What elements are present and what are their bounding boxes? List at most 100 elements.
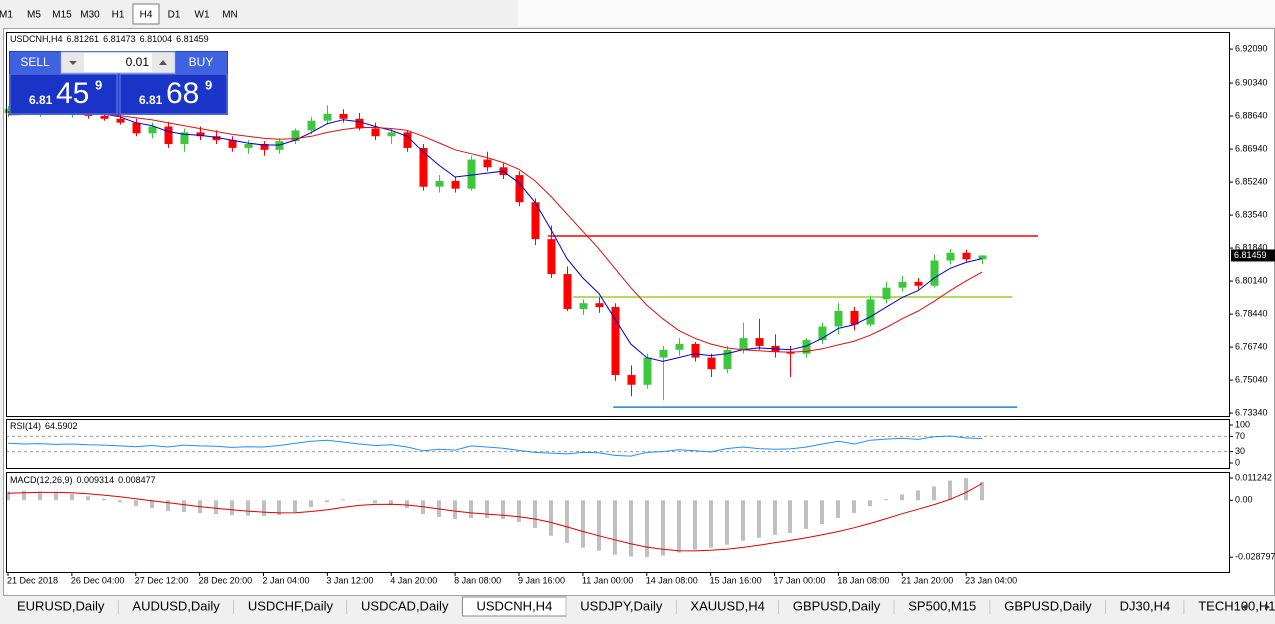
chart-tab[interactable]: USDCHF,Daily [234, 597, 347, 616]
tab-label[interactable]: XAUUSD,H4 [690, 598, 764, 613]
macd-bar [629, 500, 633, 556]
x-tick-label: 11 Jan 00:00 [582, 575, 633, 585]
candle-body [963, 253, 971, 260]
tab-label[interactable]: GBPUSD,Daily [1004, 598, 1092, 613]
button-label[interactable]: M30 [80, 10, 100, 21]
candle-body [229, 140, 237, 148]
macd-bar [517, 500, 521, 522]
tab-label[interactable]: USDCAD,Daily [361, 598, 449, 613]
macd-bar [948, 480, 952, 500]
candle-body [165, 127, 173, 144]
chart-tab[interactable]: AUDUSD,Daily [118, 597, 233, 616]
button-label[interactable]: H4 [140, 10, 153, 21]
macd-bar [325, 500, 329, 502]
button-label[interactable]: H1 [112, 10, 125, 21]
macd-bar [405, 500, 409, 508]
y-tick-label: 30 [1235, 446, 1245, 456]
tab-label[interactable]: AUDUSD,Daily [132, 598, 220, 613]
chart-tab[interactable]: GBPUSD,Daily [779, 597, 894, 616]
candle-body [596, 303, 604, 307]
button-label[interactable]: D1 [168, 10, 181, 21]
chart-tab[interactable]: EURUSD,Daily [3, 597, 118, 616]
timeframe-button[interactable]: H1 [105, 4, 131, 24]
timeframe-button[interactable]: H4 [133, 4, 159, 24]
chart-tab[interactable]: USDJPY,Daily [566, 597, 676, 616]
y-tick-label: 6.78440 [1235, 308, 1268, 318]
y-tick-label: 6.86940 [1235, 143, 1268, 153]
candle-body [947, 253, 955, 261]
open: 6.81261 [67, 34, 100, 44]
tab-label[interactable]: TECH100,H1 [1198, 598, 1275, 613]
x-tick-label: 8 Jan 08:00 [454, 575, 501, 585]
macd-bar [341, 499, 345, 500]
macd-bar [868, 500, 872, 506]
tab-label[interactable]: USDCHF,Daily [248, 598, 334, 613]
macd-value: 0.009314 [77, 475, 115, 485]
candle-body [660, 350, 668, 358]
sell-label[interactable]: SELL [20, 55, 50, 69]
chart-tab[interactable]: GBPUSD,Daily [990, 597, 1105, 616]
timeframe-button[interactable]: M15 [49, 4, 75, 24]
x-tick-label: 26 Dec 04:00 [71, 575, 125, 585]
x-tick-label: 15 Jan 16:00 [710, 575, 762, 585]
chart-tab[interactable]: DJ30,H4 [1106, 597, 1185, 616]
candle-body [644, 358, 652, 385]
timeframe-button[interactable]: M30 [77, 4, 103, 24]
x-tick-label: 23 Jan 04:00 [965, 575, 1017, 585]
bid-point: 9 [95, 77, 102, 92]
timeframe-button[interactable]: W1 [189, 4, 215, 24]
timeframe-button[interactable]: MN [217, 4, 243, 24]
candle-body [516, 175, 524, 202]
tab-label[interactable]: DJ30,H4 [1120, 598, 1171, 613]
macd-bar [549, 500, 553, 536]
candle-body [308, 121, 316, 131]
macd-bar [693, 500, 697, 549]
button-label[interactable]: M1 [0, 10, 13, 21]
x-tick-label: 21 Jan 20:00 [901, 575, 953, 585]
candle-body [580, 303, 588, 309]
buy-label[interactable]: BUY [189, 55, 214, 69]
x-tick-label: 18 Jan 08:00 [837, 575, 889, 585]
tab-label[interactable]: EURUSD,Daily [17, 598, 105, 613]
macd-bar [916, 490, 920, 500]
rsi-title: RSI(14) [10, 421, 41, 431]
chart-tab[interactable]: XAUUSD,H4 [676, 597, 778, 616]
timeframe-button[interactable]: M1 [0, 4, 19, 24]
tab-label[interactable]: SP500,M15 [908, 598, 976, 613]
macd-bar [709, 500, 713, 547]
timeframe-button[interactable]: D1 [161, 4, 187, 24]
price-label: 6.81459 [1234, 250, 1267, 260]
tab-label[interactable]: GBPUSD,Daily [793, 598, 881, 613]
chart-tab[interactable]: SP500,M15 [894, 597, 990, 616]
lot-value[interactable]: 0.01 [126, 55, 150, 69]
macd-bar [741, 500, 745, 541]
tab-label[interactable]: USDCNH,H4 [476, 598, 552, 613]
button-label[interactable]: W1 [195, 10, 210, 21]
tab-label[interactable]: USDJPY,Daily [580, 598, 663, 613]
x-tick-label: 17 Jan 00:00 [774, 575, 826, 585]
candle-body [612, 307, 620, 375]
chart-tab[interactable]: USDCAD,Daily [347, 597, 462, 616]
macd-bar [150, 500, 154, 508]
bid-pips: 45 [56, 77, 89, 110]
y-tick-label: 70 [1235, 431, 1245, 441]
button-label[interactable]: M5 [27, 10, 41, 21]
macd-bar [293, 500, 297, 512]
button-label[interactable]: MN [222, 10, 238, 21]
macd-bar [70, 494, 74, 500]
x-tick-label: 21 Dec 2018 [7, 575, 58, 585]
y-tick-label: 6.76740 [1235, 341, 1268, 351]
candle-body [340, 114, 348, 119]
candle-body [245, 144, 253, 148]
button-label[interactable]: M15 [52, 10, 72, 21]
timeframe-button[interactable]: M5 [21, 4, 47, 24]
chart-tab[interactable]: TECH100,H1 [1184, 597, 1275, 616]
candle-body [117, 119, 125, 123]
y-tick-label: 6.75040 [1235, 374, 1268, 384]
chart-tab[interactable]: USDCNH,H4 [462, 597, 566, 616]
macd-bar [884, 499, 888, 500]
x-tick-label: 4 Jan 20:00 [390, 575, 437, 585]
candle-body [708, 358, 716, 370]
